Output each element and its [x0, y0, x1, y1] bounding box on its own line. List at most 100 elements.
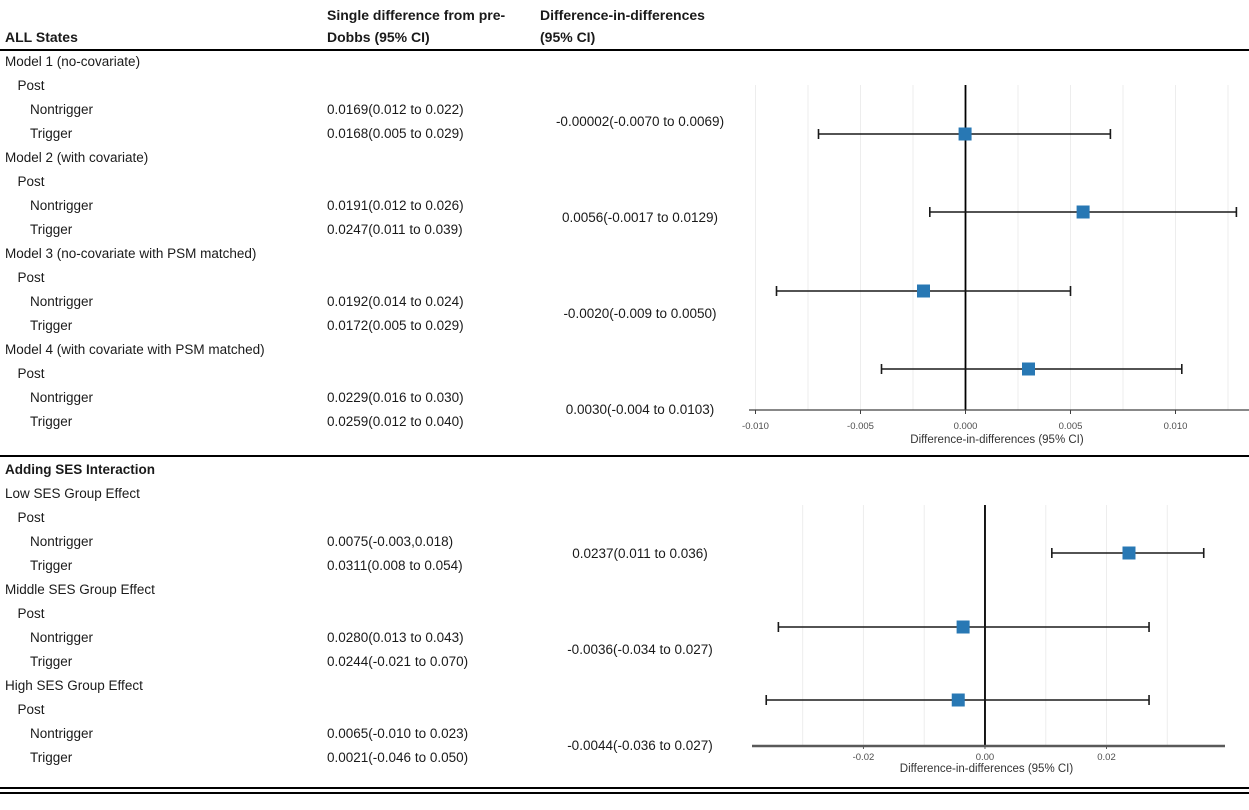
single-difference-value: 0.0075(-0.003,0.018) [327, 534, 454, 549]
table-row: Trigger 0.0244(-0.021 to 0.070) [0, 650, 745, 674]
row-label: Trigger [30, 318, 73, 333]
did-value: 0.0237(0.011 to 0.036) [572, 546, 708, 561]
table-row: Post [0, 362, 745, 386]
table-row: Post [0, 266, 745, 290]
table-row: Trigger 0.0168(0.005 to 0.029) [0, 122, 745, 146]
estimate-marker [1122, 546, 1136, 560]
table-row: Post [0, 170, 745, 194]
row-label: Trigger [30, 222, 73, 237]
axis-tick-label: 0.005 [1059, 421, 1083, 432]
single-difference-value: 0.0191(0.012 to 0.026) [327, 198, 464, 213]
row-label: Nontrigger [30, 390, 94, 405]
row-label: Post [17, 702, 45, 717]
bottom-double-rule-top [0, 787, 1249, 789]
table-row: Nontrigger 0.0280(0.013 to 0.043) [0, 626, 745, 650]
row-label: Trigger [30, 414, 73, 429]
table-row: Nontrigger 0.0191(0.012 to 0.026) [0, 194, 745, 218]
single-difference-value: 0.0244(-0.021 to 0.070) [327, 654, 469, 669]
table-row: Trigger 0.0259(0.012 to 0.040) [0, 410, 745, 434]
estimate-marker [917, 284, 930, 298]
x-axis-title: Difference-in-differences (95% CI) [910, 434, 1084, 446]
did-value: 0.0030(-0.004 to 0.0103) [565, 402, 715, 417]
single-difference-value: 0.0280(0.013 to 0.043) [327, 630, 464, 645]
single-difference-value: 0.0192(0.014 to 0.024) [327, 294, 464, 309]
row-label: Post [17, 606, 45, 621]
axis-tick-label: 0.000 [954, 421, 978, 432]
table-row: Model 2 (with covariate) [0, 146, 745, 170]
estimate-marker [956, 620, 970, 634]
estimate-marker [958, 127, 972, 141]
x-axis-title: Difference-in-differences (95% CI) [900, 763, 1074, 775]
row-label: Nontrigger [30, 198, 94, 213]
single-difference-value: 0.0021(-0.046 to 0.050) [327, 750, 469, 765]
table-row: Trigger 0.0247(0.011 to 0.039) [0, 218, 745, 242]
single-difference-value: 0.0168(0.005 to 0.029) [327, 126, 464, 141]
row-label: Post [17, 174, 45, 189]
row-label: Nontrigger [30, 726, 94, 741]
estimate-marker [1076, 205, 1090, 219]
estimate-marker [1022, 362, 1035, 376]
bottom-double-rule-bottom [0, 792, 1249, 794]
single-difference-value: 0.0169(0.012 to 0.022) [327, 102, 464, 117]
row-label: Model 4 (with covariate with PSM matched… [5, 342, 265, 357]
table-row: Model 4 (with covariate with PSM matched… [0, 338, 745, 362]
row-label: Model 2 (with covariate) [5, 150, 149, 165]
single-difference-value: 0.0172(0.005 to 0.029) [327, 318, 464, 333]
row-label: Nontrigger [30, 102, 94, 117]
table-row: Post [0, 698, 745, 722]
row-label: Nontrigger [30, 630, 94, 645]
row-label: Middle SES Group Effect [5, 582, 155, 597]
table-col2-header-line2: Dobbs (95% CI) [327, 29, 430, 45]
table-row: Model 3 (no-covariate with PSM matched) [0, 242, 745, 266]
table-row: Nontrigger 0.0169(0.012 to 0.022) [0, 98, 745, 122]
row-label: Trigger [30, 558, 73, 573]
row-label: Model 3 (no-covariate with PSM matched) [5, 246, 257, 261]
estimate-marker [951, 693, 965, 707]
row-label: Nontrigger [30, 534, 94, 549]
row-label: Trigger [30, 126, 73, 141]
row-label: Trigger [30, 654, 73, 669]
row-label: Post [17, 78, 45, 93]
row-label: Nontrigger [30, 294, 94, 309]
table-col3-header-line1: Difference-in-differences [540, 7, 705, 23]
table-row: Middle SES Group Effect [0, 578, 745, 602]
table-row: Low SES Group Effect [0, 482, 745, 506]
table-row: Post [0, 602, 745, 626]
table-row: Trigger 0.0172(0.005 to 0.029) [0, 314, 745, 338]
table-row: Nontrigger 0.0192(0.014 to 0.024) [0, 290, 745, 314]
row-label: Post [17, 510, 45, 525]
single-difference-value: 0.0311(0.008 to 0.054) [327, 558, 463, 573]
axis-tick-label: -0.02 [853, 752, 875, 763]
table-row: High SES Group Effect [0, 674, 745, 698]
did-value: -0.0036(-0.034 to 0.027) [567, 642, 713, 657]
table-row: Trigger 0.0021(-0.046 to 0.050) [0, 746, 745, 770]
did-value: -0.0020(-0.009 to 0.0050) [563, 306, 717, 321]
single-difference-value: 0.0247(0.011 to 0.039) [327, 222, 463, 237]
table-col1-header: ALL States [5, 29, 78, 45]
row-label: Post [17, 270, 45, 285]
forest-plot-2: -0.02 0.00 0.02 Difference-in-differences (… [752, 505, 1225, 775]
table-row: Nontrigger 0.0065(-0.010 to 0.023) [0, 722, 745, 746]
table-row: Post [0, 506, 745, 530]
table-row: Nontrigger 0.0229(0.016 to 0.030) [0, 386, 745, 410]
table-row: Adding SES Interaction [0, 458, 745, 482]
table-row: Post [0, 74, 745, 98]
axis-tick-label: -0.005 [847, 421, 874, 432]
table-row: Trigger 0.0311(0.008 to 0.054) [0, 554, 745, 578]
row-label: Trigger [30, 750, 73, 765]
row-label: Model 1 (no-covariate) [5, 54, 141, 69]
row-label: High SES Group Effect [5, 678, 143, 693]
did-value: 0.0056(-0.0017 to 0.0129) [561, 210, 719, 225]
header-rule [0, 49, 1249, 51]
axis-tick-label: 0.00 [976, 752, 995, 763]
table-col2-header-line1: Single difference from pre- [327, 7, 506, 23]
single-difference-value: 0.0259(0.012 to 0.040) [327, 414, 464, 429]
axis-tick-label: 0.010 [1164, 421, 1188, 432]
table-row: Nontrigger 0.0075(-0.003,0.018) [0, 530, 745, 554]
row-label: Low SES Group Effect [5, 486, 140, 501]
axis-tick-label: 0.02 [1097, 752, 1116, 763]
forest-plot-1: -0.010 -0.005 0.000 0.005 0.010 Difference-in… [742, 85, 1249, 446]
single-difference-value: 0.0229(0.016 to 0.030) [327, 390, 464, 405]
